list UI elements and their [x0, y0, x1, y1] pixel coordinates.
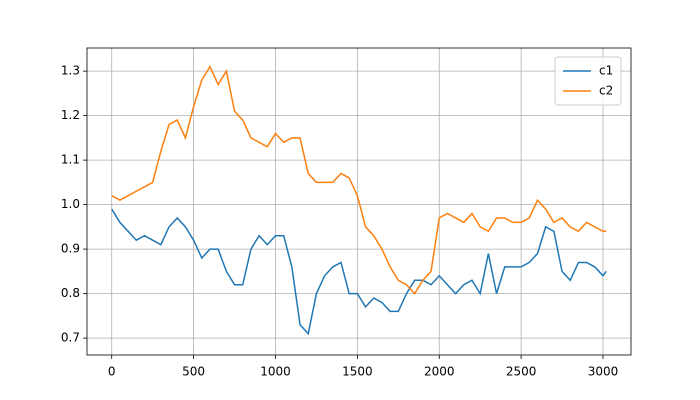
plot-frame	[86, 47, 632, 356]
legend-box	[554, 56, 622, 106]
x-tick-label: 2500	[506, 365, 537, 379]
x-tick-label: 1500	[342, 365, 373, 379]
y-tick-label: 0.8	[61, 286, 80, 300]
series-line	[111, 208, 607, 336]
x-tick-label: 500	[182, 365, 205, 379]
x-tick-label: 3000	[588, 365, 619, 379]
y-tick-label: 1.2	[61, 108, 80, 122]
x-tick-label: 0	[108, 365, 116, 379]
y-tick-label: 0.7	[61, 331, 80, 345]
series-line	[111, 65, 607, 295]
x-tick-label: 1000	[260, 365, 291, 379]
y-tick-label: 1.0	[61, 197, 80, 211]
x-tick-label: 2000	[424, 365, 455, 379]
y-tick-label: 1.1	[61, 153, 80, 167]
y-tick-label: 1.3	[61, 64, 80, 78]
y-tick-label: 0.9	[61, 242, 80, 256]
legend-label: c2	[599, 84, 613, 98]
legend-label: c1	[599, 64, 613, 78]
